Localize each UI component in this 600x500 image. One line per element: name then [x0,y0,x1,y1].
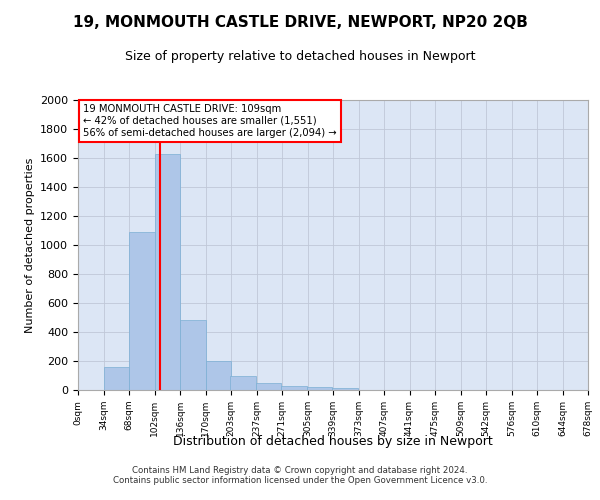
Text: Size of property relative to detached houses in Newport: Size of property relative to detached ho… [125,50,475,63]
Bar [256,384,281,390]
Bar [307,387,332,390]
Bar [180,320,205,390]
Text: Contains HM Land Registry data © Crown copyright and database right 2024.
Contai: Contains HM Land Registry data © Crown c… [113,466,487,485]
Bar [205,361,231,390]
Text: 19, MONMOUTH CASTLE DRIVE, NEWPORT, NP20 2QB: 19, MONMOUTH CASTLE DRIVE, NEWPORT, NP20… [73,15,527,30]
Bar [129,232,155,390]
Text: Distribution of detached houses by size in Newport: Distribution of detached houses by size … [173,435,493,448]
Bar [281,386,307,390]
Bar [230,376,256,390]
Bar [332,388,358,390]
Bar [104,367,129,390]
Y-axis label: Number of detached properties: Number of detached properties [25,158,35,332]
Text: 19 MONMOUTH CASTLE DRIVE: 109sqm
← 42% of detached houses are smaller (1,551)
56: 19 MONMOUTH CASTLE DRIVE: 109sqm ← 42% o… [83,104,337,138]
Bar [155,154,180,390]
